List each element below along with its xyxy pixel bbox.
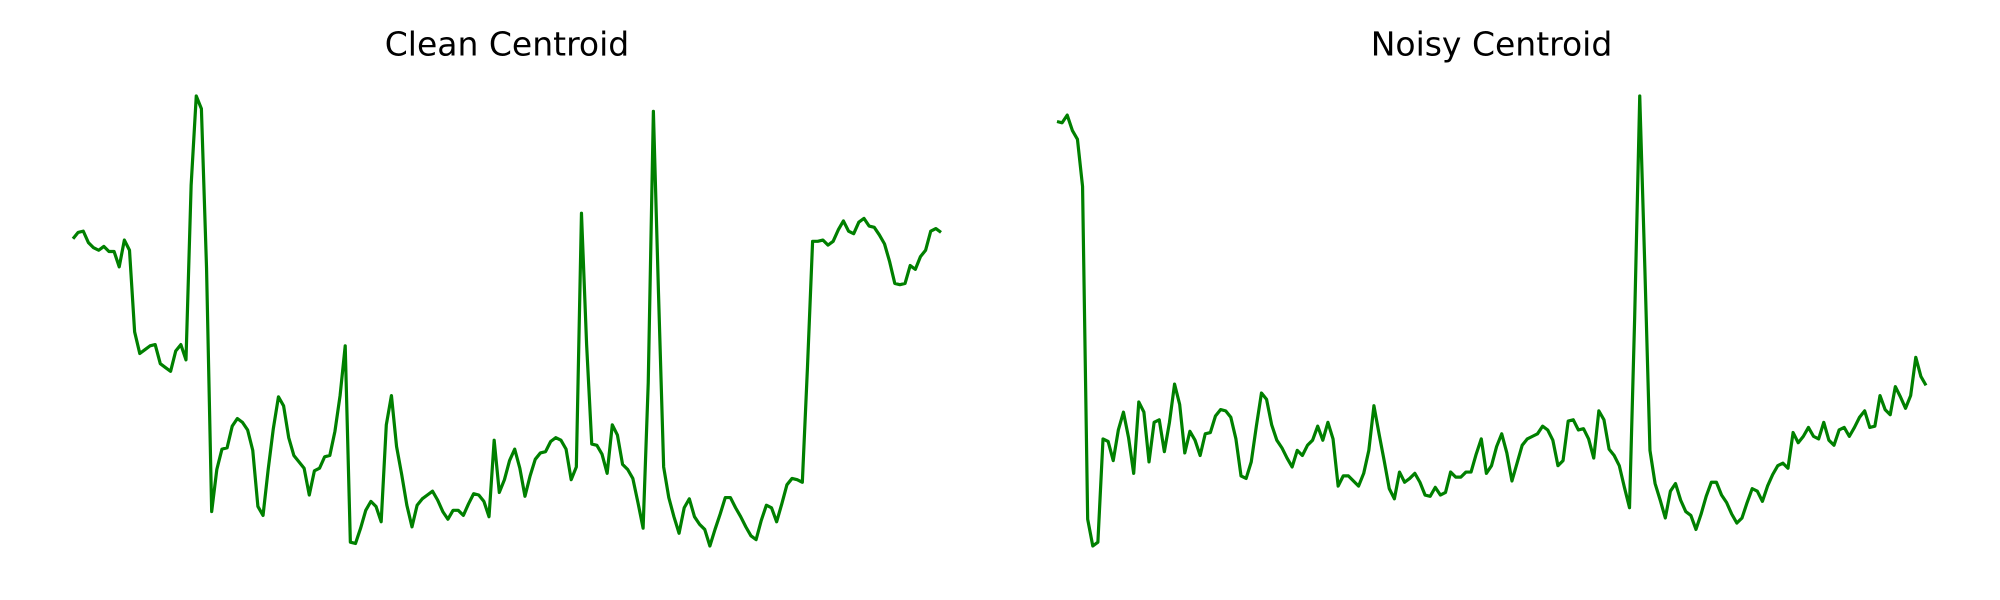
chart-title: Noisy Centroid (1371, 25, 1613, 64)
line (71, 94, 942, 548)
chart-title: Clean Centroid (385, 25, 630, 64)
line (1056, 94, 1928, 548)
